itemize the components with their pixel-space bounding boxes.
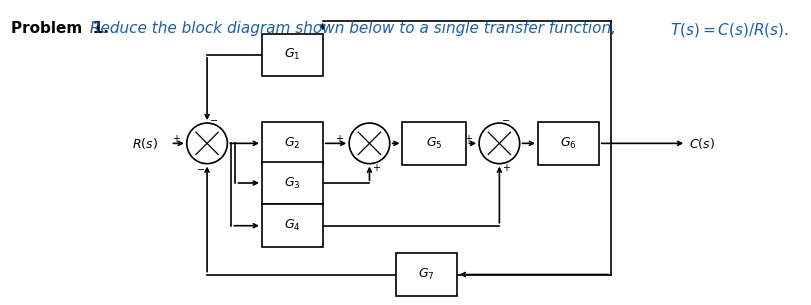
Bar <box>261 122 322 165</box>
Text: $G_{6}$: $G_{6}$ <box>560 136 576 151</box>
Text: $C(s)$: $C(s)$ <box>688 136 714 151</box>
Ellipse shape <box>349 123 389 164</box>
Text: $R(s)$: $R(s)$ <box>132 136 158 151</box>
Text: $G_{5}$: $G_{5}$ <box>426 136 442 151</box>
Text: $G_{4}$: $G_{4}$ <box>284 218 300 233</box>
Bar <box>402 122 466 165</box>
Text: +: + <box>334 134 342 144</box>
Text: $G_{1}$: $G_{1}$ <box>284 47 300 63</box>
Text: $-$: $-$ <box>208 114 218 124</box>
Bar <box>538 122 599 165</box>
Text: $T(s) = C(s)/R(s).$: $T(s) = C(s)/R(s).$ <box>669 21 787 39</box>
Text: +: + <box>371 163 380 173</box>
Text: +: + <box>464 134 472 144</box>
Ellipse shape <box>478 123 519 164</box>
Text: $G_{2}$: $G_{2}$ <box>284 136 300 151</box>
Text: $G_{3}$: $G_{3}$ <box>284 175 300 191</box>
Text: +: + <box>172 134 180 144</box>
Text: +: + <box>501 163 509 173</box>
Bar <box>261 162 322 204</box>
Bar <box>396 253 456 296</box>
Text: $-$: $-$ <box>500 114 510 124</box>
Text: Problem  1.: Problem 1. <box>11 21 109 36</box>
Text: Reduce the block diagram shown below to a single transfer function,: Reduce the block diagram shown below to … <box>85 21 620 36</box>
Ellipse shape <box>187 123 227 164</box>
Bar <box>261 34 322 76</box>
Text: $-$: $-$ <box>195 163 205 173</box>
Bar <box>261 204 322 247</box>
Text: $G_{7}$: $G_{7}$ <box>418 267 434 282</box>
